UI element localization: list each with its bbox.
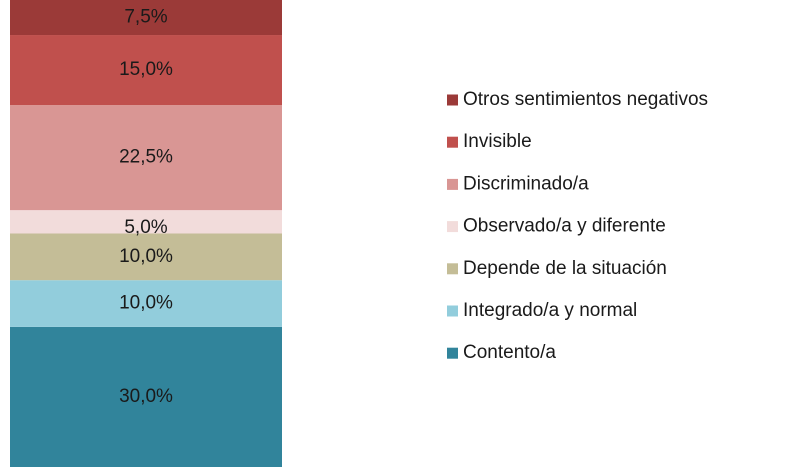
value-label: 10,0% — [119, 293, 173, 314]
value-label: 15,0% — [119, 59, 173, 80]
bar-segment — [10, 326, 282, 467]
bar-segment — [10, 0, 282, 36]
legend-label: Integrado/a y normal — [463, 300, 637, 321]
legend-swatch — [447, 263, 458, 275]
bar-segment — [10, 210, 282, 234]
legend-label: Invisible — [463, 131, 532, 152]
bar-segment — [10, 35, 282, 106]
value-label: 10,0% — [119, 246, 173, 267]
value-label: 22,5% — [119, 147, 173, 168]
bar-segment — [10, 105, 282, 211]
legend-label: Otros sentimientos negativos — [463, 89, 708, 110]
bar-segment — [10, 233, 282, 281]
bar-segment — [10, 280, 282, 327]
legend-swatch — [447, 178, 458, 190]
legend-swatch — [447, 94, 458, 106]
legend-label: Discriminado/a — [463, 173, 589, 194]
legend-swatch — [447, 221, 458, 233]
legend-swatch — [447, 347, 458, 359]
value-label: 5,0% — [124, 217, 167, 238]
legend-swatch — [447, 136, 458, 148]
legend-label: Depende de la situación — [463, 258, 667, 279]
value-label: 30,0% — [119, 386, 173, 407]
legend-label: Observado/a y diferente — [463, 216, 666, 237]
legend-label: Contento/a — [463, 342, 556, 363]
legend-swatch — [447, 305, 458, 317]
value-label: 7,5% — [124, 7, 167, 28]
